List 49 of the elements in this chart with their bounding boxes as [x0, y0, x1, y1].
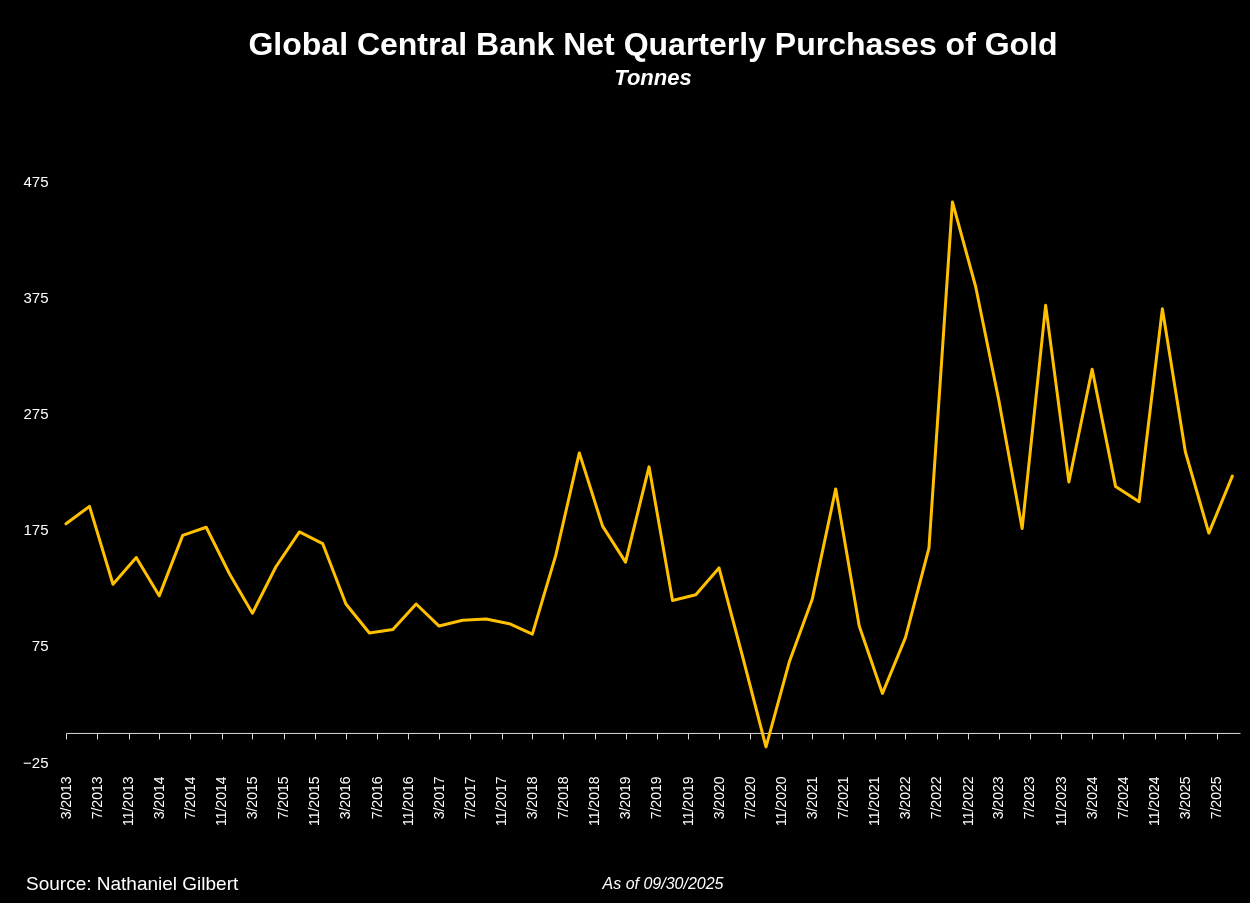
x-tick-label: 3/2019 [617, 776, 634, 820]
x-tick-label: 3/2015 [243, 776, 260, 820]
x-tick-label: 7/2019 [648, 776, 665, 820]
x-tick-label: 11/2021 [866, 776, 883, 827]
y-tick-label: 375 [23, 288, 49, 306]
x-tick-label: 11/2019 [679, 776, 696, 827]
x-tick-label: 7/2017 [461, 776, 478, 820]
x-tick-label: 3/2020 [710, 776, 727, 820]
x-tick-label: 11/2024 [1146, 776, 1163, 827]
source-note: Source: Nathaniel Gilbert [26, 873, 239, 894]
line-series [64, 200, 1234, 749]
x-tick-label: 3/2024 [1083, 776, 1100, 820]
x-tick-label: 3/2021 [803, 776, 820, 820]
x-tick-label: 11/2022 [959, 776, 976, 827]
x-tick-label: 3/2014 [150, 776, 167, 820]
x-tick-label: 11/2020 [773, 776, 790, 827]
x-tick-label: 3/2018 [523, 776, 540, 820]
x-tick-label: 7/2021 [834, 776, 851, 820]
y-tick-label: 475 [23, 172, 49, 190]
x-tick-label: 7/2020 [741, 776, 758, 820]
x-tick-label: 11/2015 [306, 776, 323, 827]
x-tick-label: 7/2015 [275, 776, 292, 820]
y-tick-label: −25 [23, 753, 49, 771]
x-tick-label: 7/2014 [181, 776, 198, 820]
y-tick-label: 175 [23, 521, 49, 539]
x-tick-label: 7/2023 [1021, 776, 1038, 820]
x-tick-label: 7/2025 [1208, 776, 1224, 820]
x-tick-label: 7/2016 [368, 776, 385, 820]
x-tick-label: 11/2017 [493, 776, 510, 827]
x-tick-label: 11/2016 [399, 776, 416, 827]
x-tick-label: 11/2023 [1052, 776, 1069, 827]
x-tick-label: 3/2023 [990, 776, 1007, 820]
x-tick-label: 11/2013 [120, 776, 137, 827]
x-tick-label: 11/2018 [586, 776, 603, 827]
x-tick-label: 7/2024 [1114, 776, 1131, 820]
chart-subtitle: Tonnes [614, 65, 692, 90]
x-tick-label: 3/2017 [430, 776, 447, 820]
x-tick-label: 3/2025 [1176, 776, 1193, 820]
y-tick-label: 75 [31, 637, 49, 655]
x-tick-label: 3/2022 [896, 776, 913, 820]
x-tick-label: 11/2014 [213, 776, 230, 827]
x-tick-label: 7/2022 [928, 776, 945, 820]
x-tick-label: 7/2013 [88, 776, 105, 820]
x-tick-label: 3/2013 [57, 776, 74, 820]
x-tick-label: 7/2018 [554, 776, 571, 820]
chart-title: Global Central Bank Net Quarterly Purchases of Gold [248, 26, 1058, 62]
y-tick-label: 275 [23, 404, 49, 422]
x-tick-label: 3/2016 [337, 776, 354, 820]
text: As of 09/30/2025 [601, 875, 724, 892]
